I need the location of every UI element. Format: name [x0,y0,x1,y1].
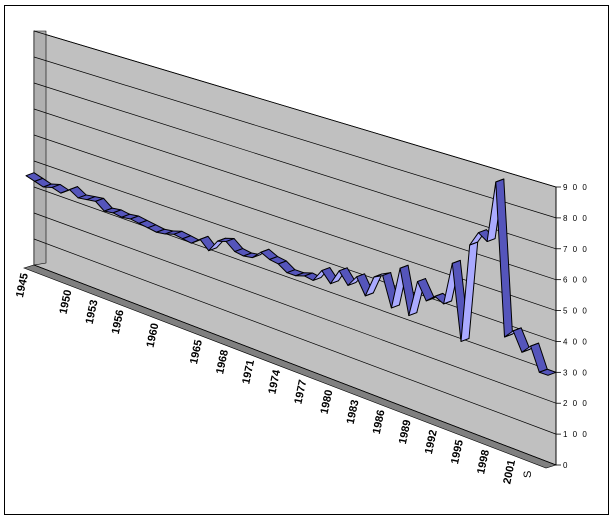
gridline [33,212,557,404]
x-tick-label: 1950 [58,289,75,315]
x-tick-label: 1974 [266,368,283,395]
x-tick-label: 1980 [319,389,336,415]
x-tick-label: 1945 [14,272,31,298]
x-tick-label: 1986 [371,409,388,435]
gridline [33,238,557,435]
series-axis-label: S [522,471,534,478]
y-tick-label: 4 0 0 [563,337,588,346]
x-tick-label: 1971 [240,359,257,385]
y-axis: 0 1 0 0 2 0 0 3 0 0 4 0 0 5 0 0 6 0 0 7 0 0 8 0 … [555,183,588,470]
x-tick-label: 1965 [188,339,205,365]
x-tick-label: 1995 [449,439,466,465]
y-tick-label: 8 0 0 [563,214,588,223]
gridline [33,30,557,188]
y-tick-label: 3 0 0 [563,368,588,377]
gridline [33,82,557,250]
x-tick-label: 1953 [84,299,101,325]
x-tick-label: 1977 [293,379,310,405]
y-tick-label: 7 0 0 [563,245,588,254]
x-tick-label: 1983 [345,399,362,425]
x-tick-label: 1968 [214,349,231,375]
x-tick-label: 1956 [110,309,127,335]
gridline [33,264,557,466]
x-tick-label: 1992 [423,429,440,455]
x-tick-label: 1989 [397,419,414,445]
y-tick-label: 5 0 0 [563,307,588,316]
x-axis: 1945 1950 1953 1956 1960 1965 1968 1971 1974 1977… [14,272,518,485]
y-tick-label: 9 0 0 [563,183,588,192]
gridline [33,186,557,373]
y-tick-label: 0 [563,461,569,470]
data-ribbon [25,172,557,376]
y-tick-label: 6 0 0 [563,276,588,285]
y-tick-label: 1 0 0 [563,430,588,439]
ribbon-segment [538,368,557,376]
y-tick-label: 2 0 0 [563,399,588,408]
x-tick-label: 1960 [145,322,162,348]
gridlines [33,30,557,466]
x-tick-label: 1998 [475,449,492,475]
gridline [33,56,557,219]
x-tick-label: 2001 [501,459,518,485]
left-side-wall [33,30,47,266]
